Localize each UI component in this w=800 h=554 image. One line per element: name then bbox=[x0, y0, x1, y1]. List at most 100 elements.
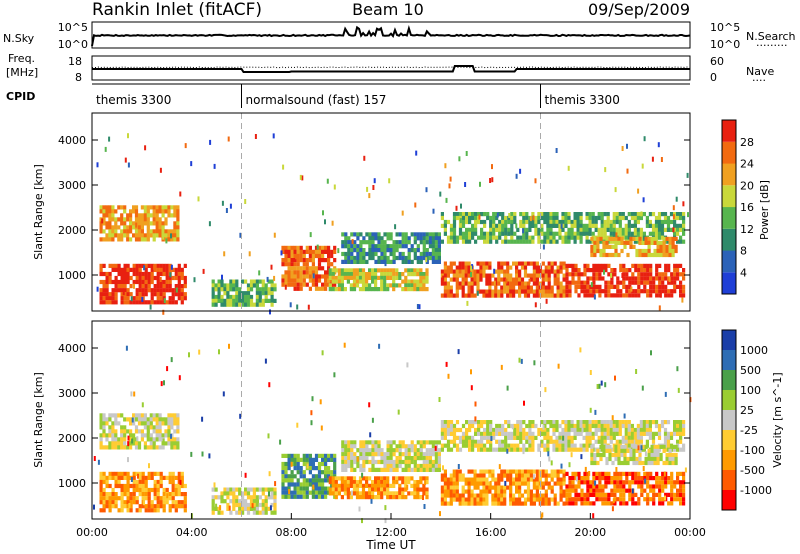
heatmap-cell bbox=[596, 236, 600, 241]
heatmap-cell bbox=[535, 265, 539, 270]
heatmap-cell bbox=[529, 469, 533, 474]
heatmap-cell bbox=[156, 275, 160, 281]
heatmap-cell bbox=[522, 443, 526, 448]
heatmap-cell bbox=[114, 483, 118, 489]
heatmap-cell bbox=[562, 481, 566, 486]
heatmap-cell bbox=[401, 480, 405, 485]
heatmap-cell bbox=[597, 227, 601, 232]
heatmap-cell bbox=[467, 501, 471, 506]
heatmap-cell bbox=[660, 219, 665, 225]
heatmap-cell bbox=[165, 279, 169, 285]
heatmap-cell bbox=[258, 291, 262, 296]
heatmap-cell bbox=[392, 476, 396, 481]
heatmap-cell bbox=[120, 205, 124, 210]
heatmap-cell bbox=[344, 259, 348, 264]
heatmap-cell bbox=[448, 183, 451, 189]
heatmap-cell bbox=[556, 281, 560, 286]
heatmap-cell bbox=[614, 444, 618, 449]
heatmap-cell bbox=[455, 212, 460, 217]
heatmap-cell bbox=[647, 448, 651, 453]
heatmap-cell bbox=[639, 435, 643, 440]
heatmap-cell bbox=[146, 221, 150, 226]
heatmap-cell bbox=[618, 427, 622, 433]
heatmap-cell bbox=[461, 473, 465, 478]
heatmap-cell bbox=[645, 431, 649, 436]
heatmap-cell bbox=[597, 427, 601, 433]
heatmap-cell bbox=[214, 287, 218, 292]
heatmap-cell bbox=[467, 261, 471, 266]
heatmap-cell bbox=[235, 291, 239, 296]
heatmap-cell bbox=[681, 297, 684, 303]
heatmap-cell bbox=[281, 490, 285, 495]
heatmap-cell bbox=[546, 235, 550, 240]
heatmap-cell bbox=[573, 223, 577, 228]
heatmap-cell bbox=[491, 289, 495, 294]
heatmap-cell bbox=[386, 275, 390, 280]
heatmap-cell bbox=[619, 280, 623, 285]
heatmap-cell bbox=[241, 506, 245, 511]
heatmap-cell bbox=[117, 421, 121, 426]
heatmap-cell bbox=[235, 487, 239, 492]
heatmap-cell bbox=[546, 427, 550, 433]
heatmap-cell bbox=[634, 268, 638, 273]
heatmap-cell bbox=[232, 283, 236, 288]
heatmap-cell bbox=[273, 275, 276, 281]
heatmap-cell bbox=[159, 471, 163, 476]
heatmap-cell bbox=[160, 381, 163, 387]
heatmap-cell bbox=[232, 279, 236, 284]
power-ylabel: Slant Range [km] bbox=[32, 164, 45, 260]
heatmap-cell bbox=[117, 205, 121, 210]
heatmap-cell bbox=[488, 281, 492, 286]
heatmap-cell bbox=[327, 253, 331, 259]
heatmap-cell bbox=[510, 235, 514, 240]
heatmap-cell bbox=[518, 497, 522, 502]
heatmap-cell bbox=[419, 487, 423, 492]
y-tick-label: 4000 bbox=[58, 342, 86, 355]
heatmap-cell bbox=[111, 237, 115, 242]
heatmap-cell bbox=[546, 420, 550, 425]
heatmap-cell bbox=[544, 477, 548, 482]
heatmap-cell bbox=[317, 486, 322, 491]
heatmap-cell bbox=[302, 253, 306, 259]
heatmap-cell bbox=[592, 501, 596, 506]
heatmap-cell bbox=[174, 267, 178, 272]
heatmap-cell bbox=[465, 151, 468, 156]
heatmap-cell bbox=[281, 494, 285, 499]
heatmap-cell bbox=[531, 239, 535, 244]
heatmap-cell bbox=[461, 293, 465, 298]
heatmap-cell bbox=[293, 278, 297, 283]
heatmap-cell bbox=[672, 214, 675, 220]
heatmap-cell bbox=[134, 229, 139, 234]
heatmap-cell bbox=[529, 497, 533, 502]
heatmap-cell bbox=[281, 274, 285, 279]
heatmap-cell bbox=[606, 219, 610, 225]
heatmap-cell bbox=[546, 215, 550, 221]
heatmap-cell bbox=[555, 447, 559, 452]
heatmap-cell bbox=[568, 488, 572, 493]
heatmap-cell bbox=[320, 425, 323, 431]
heatmap-cell bbox=[471, 231, 475, 236]
heatmap-cell bbox=[663, 471, 666, 477]
heatmap-cell bbox=[143, 421, 147, 426]
heatmap-cell bbox=[123, 300, 127, 305]
heatmap-cell bbox=[458, 493, 462, 498]
heatmap-cell bbox=[296, 282, 300, 287]
heatmap-cell bbox=[535, 493, 539, 498]
heatmap-cell bbox=[287, 262, 291, 267]
heatmap-cell bbox=[519, 168, 522, 174]
heatmap-cell bbox=[428, 440, 432, 445]
heatmap-cell bbox=[534, 215, 538, 221]
heatmap-cell bbox=[416, 452, 420, 457]
heatmap-cell bbox=[120, 233, 124, 238]
heatmap-cell bbox=[585, 223, 589, 228]
heatmap-cell bbox=[562, 277, 566, 282]
heatmap-cell bbox=[620, 248, 624, 254]
heatmap-cell bbox=[497, 501, 501, 506]
heatmap-cell bbox=[639, 231, 643, 236]
heatmap-cell bbox=[101, 218, 104, 224]
heatmap-cell bbox=[193, 277, 196, 283]
velocity-xlabel: Time UT bbox=[365, 538, 416, 552]
heatmap-cell bbox=[608, 244, 612, 249]
heatmap-cell bbox=[625, 289, 629, 294]
heatmap-cell bbox=[540, 212, 544, 217]
